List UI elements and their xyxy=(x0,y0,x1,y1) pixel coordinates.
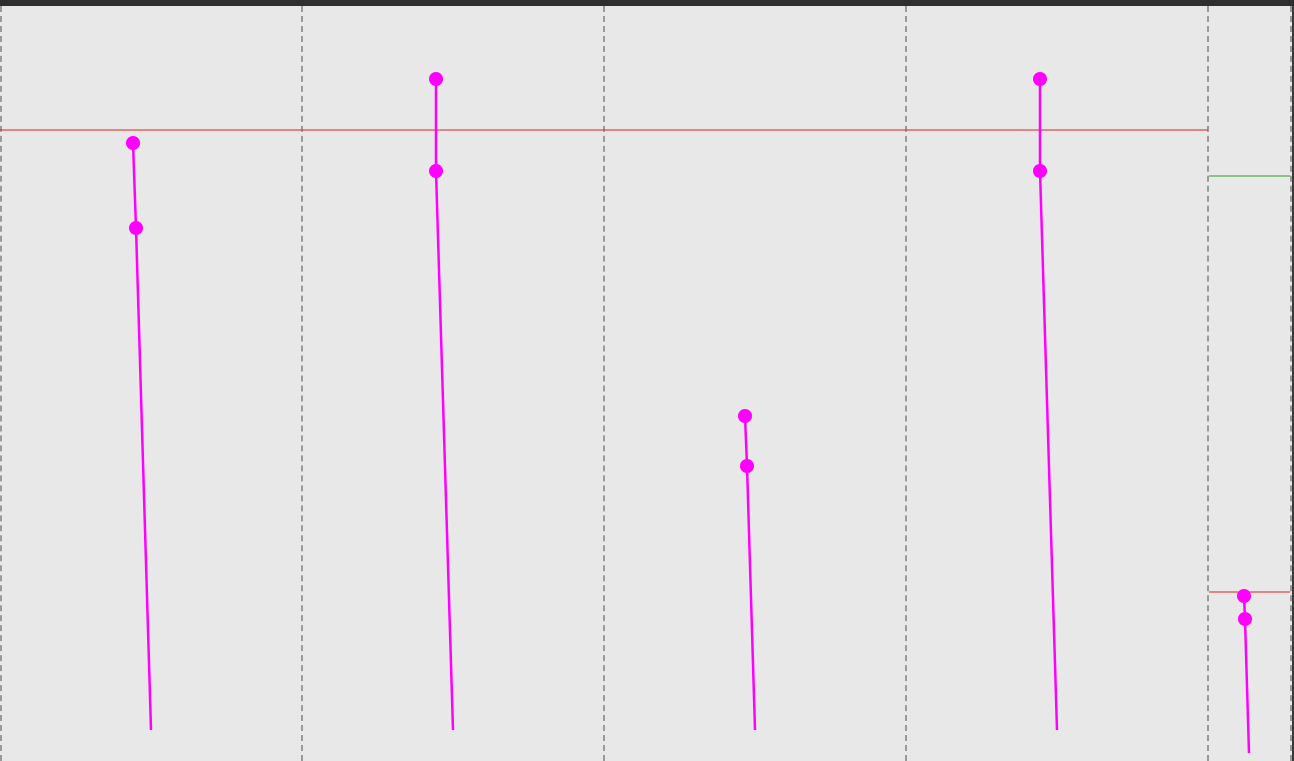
curve-panel-1 xyxy=(126,136,153,731)
control-point[interactable] xyxy=(740,459,754,473)
control-point[interactable] xyxy=(129,221,143,235)
curve-panel-3 xyxy=(738,409,757,731)
top-bar xyxy=(0,0,1294,6)
panel-2[interactable] xyxy=(301,6,605,761)
curve-panel-4 xyxy=(1033,72,1059,731)
panel-3[interactable] xyxy=(603,6,908,761)
curve-panel-5 xyxy=(1237,589,1252,754)
control-point[interactable] xyxy=(1238,612,1252,626)
control-point[interactable] xyxy=(429,72,443,86)
curve-panel-2 xyxy=(429,72,455,731)
panel-5[interactable] xyxy=(1207,6,1292,761)
control-point[interactable] xyxy=(429,164,443,178)
control-point[interactable] xyxy=(738,409,752,423)
control-point[interactable] xyxy=(126,136,140,150)
control-point[interactable] xyxy=(1237,589,1251,603)
panel-4[interactable] xyxy=(905,6,1210,761)
control-point[interactable] xyxy=(1033,164,1047,178)
panel-1[interactable] xyxy=(0,6,303,761)
control-point[interactable] xyxy=(1033,72,1047,86)
